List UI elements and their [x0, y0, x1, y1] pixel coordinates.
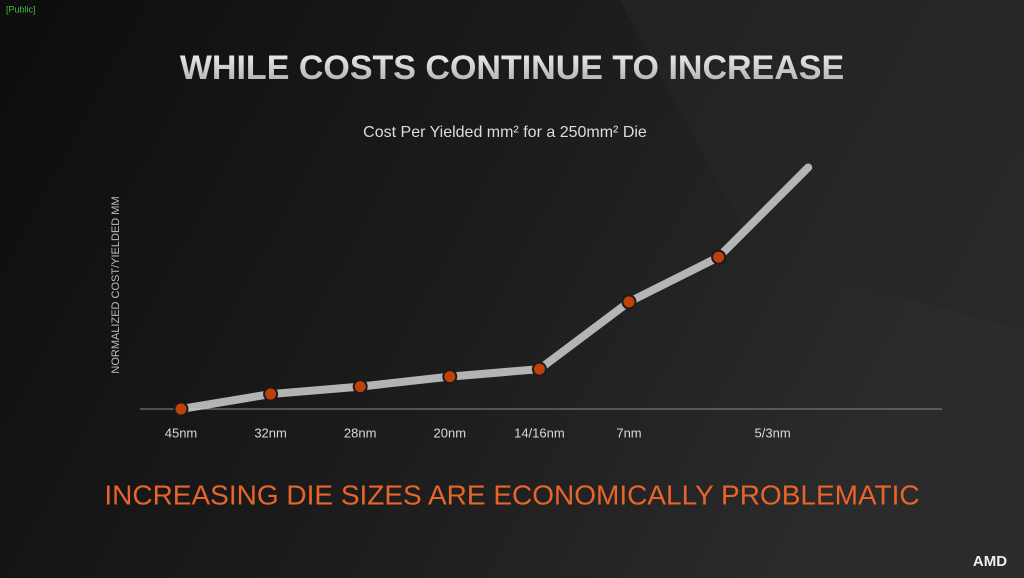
x-tick-label: 14/16nm	[514, 425, 565, 440]
title: WHILE COSTS CONTINUE TO INCREASE	[180, 49, 844, 87]
x-tick-label: 32nm	[254, 425, 287, 440]
footer: INCREASING DIE SIZES ARE ECONOMICALLY PR…	[104, 479, 919, 510]
marker	[352, 379, 368, 395]
x-tick-label: 28nm	[344, 425, 377, 440]
line	[177, 163, 813, 413]
marker	[531, 361, 547, 377]
background-shape	[620, 0, 1024, 330]
subtitle: Cost Per Yielded mm² for a 250mm² Die	[363, 124, 647, 141]
marker	[621, 294, 637, 310]
marker	[442, 369, 458, 385]
x-tick-label: 5/3nm	[755, 425, 791, 440]
marker	[263, 386, 279, 402]
x-tick-label: 7nm	[616, 425, 641, 440]
tag: [Public]	[6, 4, 36, 14]
y-axis-label: NORMALIZED COST/YIELDED MM	[110, 196, 122, 373]
marker	[173, 401, 189, 417]
marker	[711, 249, 727, 265]
x-tick-label: 20nm	[434, 425, 467, 440]
logo: AMD	[973, 553, 1007, 570]
x-tick-label: 45nm	[165, 425, 198, 440]
